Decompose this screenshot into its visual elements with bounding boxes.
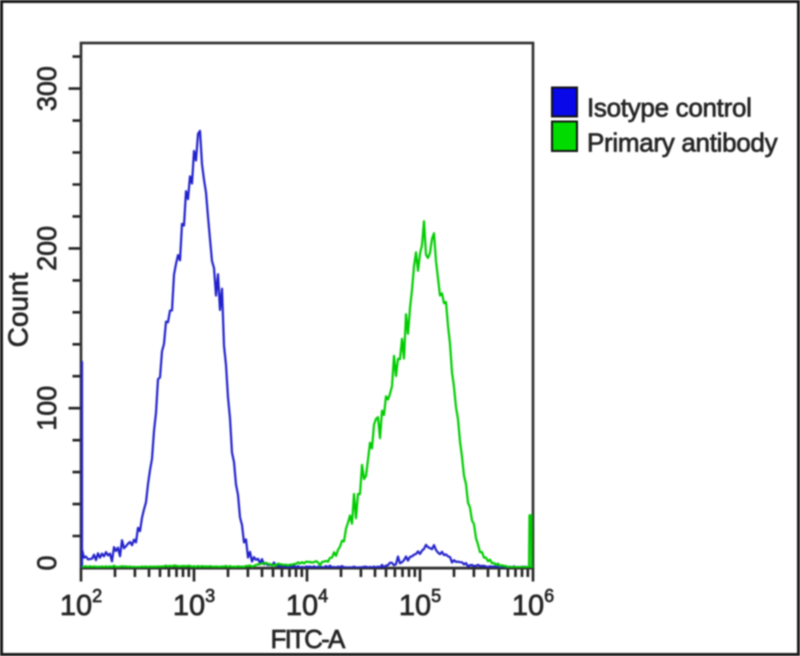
svg-text:106: 106: [512, 586, 554, 622]
svg-text:103: 103: [173, 586, 215, 622]
svg-text:300: 300: [32, 66, 62, 111]
svg-text:105: 105: [399, 586, 441, 622]
svg-text:200: 200: [32, 226, 62, 271]
svg-text:104: 104: [286, 586, 328, 622]
svg-text:Isotype control: Isotype control: [587, 93, 752, 123]
svg-text:Primary antibody: Primary antibody: [587, 128, 778, 158]
svg-text:FITC-A: FITC-A: [271, 624, 346, 654]
svg-text:102: 102: [60, 586, 102, 622]
svg-text:0: 0: [32, 555, 62, 570]
svg-text:Count: Count: [3, 272, 34, 347]
svg-text:100: 100: [32, 386, 62, 431]
